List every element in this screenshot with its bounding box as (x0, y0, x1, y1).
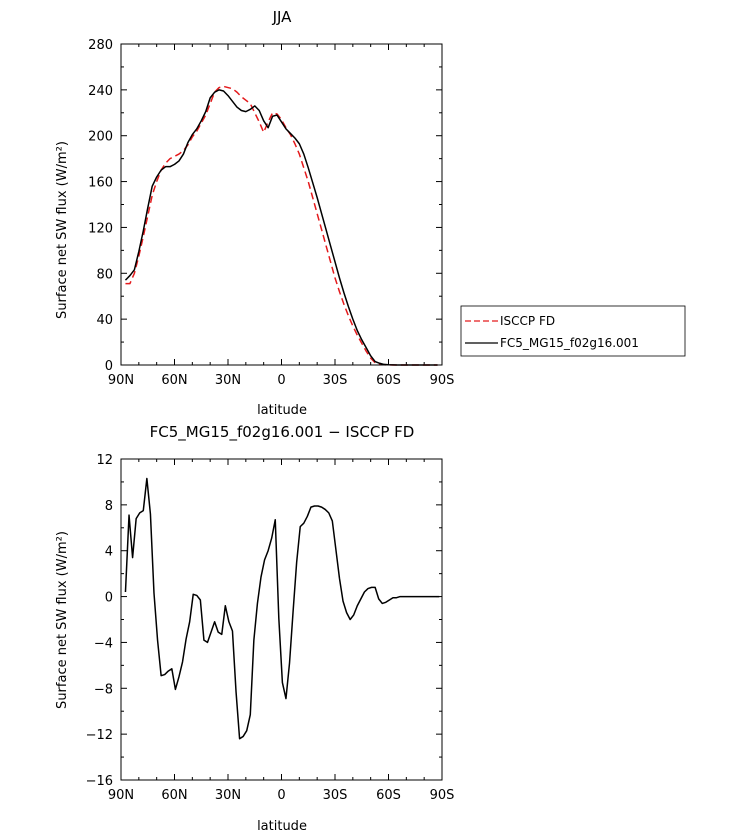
panel-bottom: FC5_MG15_f02g16.001 − ISCCP FD 90N 60N 30N… (55, 423, 454, 834)
y-tick-label-bottom: 8 (105, 499, 113, 514)
y-axis-label-bottom: Surface net SW flux (W/m²) (55, 531, 70, 709)
legend: ISCCP FD FC5_MG15_f02g16.001 (460, 305, 686, 357)
x-tick-label-top: 90S (430, 373, 455, 388)
x-axis-label-top: latitude (257, 403, 307, 418)
x-tick-label-bottom: 30N (215, 788, 241, 803)
x-tick-label-top: 30S (323, 373, 348, 388)
y-tick-label-top: 280 (88, 38, 113, 53)
y-tick-label-top: 200 (88, 130, 113, 145)
plot-frame-top (120, 43, 443, 366)
y-tick-label-top: 80 (96, 267, 113, 282)
axis-ticks-bottom: 90N 60N 30N 0 30S 60S 90S −16 −12 −8 −4 0 4 8 12 (86, 453, 455, 803)
panel-top: JJA 90N 60N 30N 0 30S 60S 90S 0 40 80 120 160 200 240… (55, 8, 686, 418)
plot-area-bottom (124, 477, 440, 740)
x-tick-label-top: 0 (277, 373, 285, 388)
y-tick-label-bottom: −12 (86, 728, 113, 743)
x-axis-label-bottom: latitude (257, 819, 307, 834)
series-line-bottom-0 (124, 477, 440, 740)
x-tick-label-bottom: 0 (277, 788, 285, 803)
x-tick-label-bottom: 90S (430, 788, 455, 803)
y-axis-label-top: Surface net SW flux (W/m²) (55, 141, 70, 319)
y-tick-label-top: 160 (88, 176, 113, 191)
x-tick-label-top: 90N (108, 373, 134, 388)
title-bottom: FC5_MG15_f02g16.001 − ISCCP FD (150, 423, 415, 442)
y-tick-label-bottom: −4 (94, 636, 113, 651)
plot-area-top (124, 85, 438, 366)
x-tick-label-top: 60S (376, 373, 401, 388)
x-tick-label-bottom: 60N (161, 788, 187, 803)
axis-ticks-top: 90N 60N 30N 0 30S 60S 90S 0 40 80 120 160 200 240 280 (88, 38, 454, 388)
y-tick-label-bottom: 12 (96, 453, 113, 468)
x-tick-label-top: 30N (215, 373, 241, 388)
legend-box (460, 305, 686, 357)
series-line-top-0 (125, 85, 438, 366)
series-line-top-1 (124, 89, 438, 366)
y-tick-label-top: 40 (96, 313, 113, 328)
legend-label-fc5: FC5_MG15_f02g16.001 (500, 336, 639, 350)
title-top: JJA (272, 8, 293, 26)
y-tick-label-top: 0 (105, 359, 113, 374)
x-tick-label-bottom: 90N (108, 788, 134, 803)
y-tick-label-top: 120 (88, 221, 113, 236)
x-tick-label-top: 60N (161, 373, 187, 388)
x-tick-label-bottom: 30S (323, 788, 348, 803)
y-tick-label-bottom: 4 (105, 545, 113, 560)
plot-frame-bottom (120, 458, 443, 781)
y-tick-label-bottom: −8 (94, 682, 113, 697)
y-tick-label-top: 240 (88, 84, 113, 99)
y-tick-label-bottom: 0 (105, 591, 113, 606)
y-tick-label-bottom: −16 (86, 774, 113, 789)
legend-label-isccp: ISCCP FD (500, 314, 555, 328)
x-tick-label-bottom: 60S (376, 788, 401, 803)
